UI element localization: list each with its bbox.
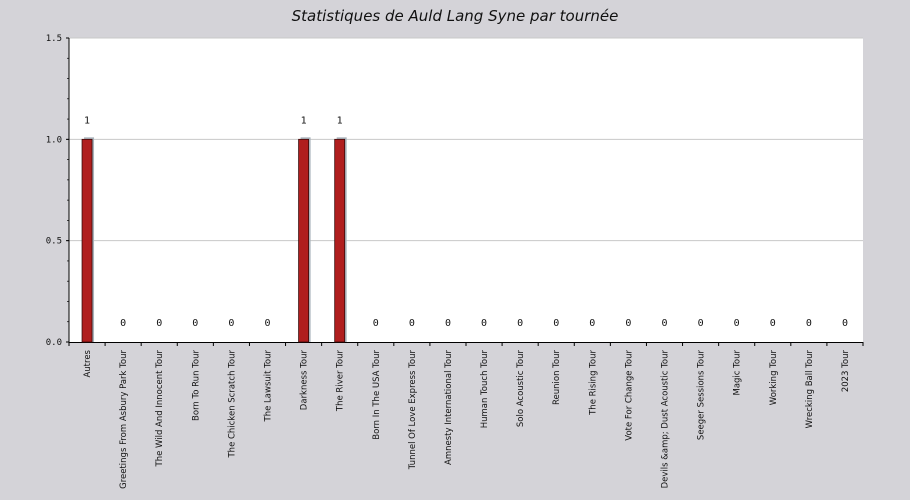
chart-title: Statistiques de Auld Lang Syne par tourn…: [292, 7, 619, 25]
plot-area: [69, 38, 863, 342]
labels: 1 Autres 0 Greetings From Asbury Park Tour 0…: [83, 115, 851, 489]
data-label: 0: [445, 318, 451, 329]
x-tick-label: Reunion Tour: [552, 350, 562, 406]
data-label: 0: [698, 318, 704, 329]
x-tick-label: Human Touch Tour: [480, 350, 490, 429]
x-tick-label: Greetings From Asbury Park Tour: [119, 350, 129, 489]
y-tick-label: 1.5: [46, 34, 62, 44]
data-label: 1: [337, 115, 343, 126]
axes: 0.0 0.5 1.0 1.5: [46, 34, 864, 348]
x-tick-label: Vote For Change Tour: [624, 350, 634, 441]
x-tick-label: Amnesty International Tour: [444, 350, 454, 465]
data-label: 0: [517, 318, 523, 329]
bar: [334, 138, 346, 343]
data-label: 0: [120, 318, 126, 329]
x-tick-label: Autres: [83, 349, 93, 377]
data-label: 0: [625, 318, 631, 329]
x-tick-label: The Rising Tour: [588, 350, 598, 416]
data-label: 0: [842, 318, 848, 329]
data-label: 1: [301, 115, 307, 126]
data-label: 0: [734, 318, 740, 329]
data-label: 0: [156, 318, 162, 329]
x-tick-label: Darkness Tour: [300, 350, 310, 411]
x-tick-label: Working Tour: [769, 349, 779, 405]
bar: [298, 138, 309, 343]
data-label: 0: [589, 318, 595, 329]
y-tick-label: 0.5: [46, 237, 62, 247]
x-tick-label: Magic Tour: [733, 350, 743, 396]
data-label: 1: [84, 115, 90, 126]
x-tick-label: The Wild And Innocent Tour: [155, 350, 165, 468]
bar: [81, 138, 93, 343]
data-label: 0: [806, 318, 812, 329]
x-tick-label: The Chicken Scratch Tour: [227, 350, 237, 459]
y-tick-label: 1.0: [46, 135, 62, 145]
x-tick-label: Devils &amp; Dust Acoustic Tour: [661, 349, 671, 488]
data-label: 0: [228, 318, 234, 329]
x-tick-label: Born To Run Tour: [191, 350, 201, 421]
x-tick-label: Solo Acoustic Tour: [516, 350, 526, 428]
x-tick-label: Wrecking Ball Tour: [805, 350, 815, 429]
data-label: 0: [661, 318, 667, 329]
x-tick-label: Tunnel Of Love Express Tour: [408, 350, 418, 471]
data-label: 0: [409, 318, 415, 329]
data-label: 0: [264, 318, 270, 329]
x-tick-label: The Lawsuit Tour: [264, 349, 274, 422]
grid-lines: [69, 37, 863, 242]
bars: [81, 137, 347, 343]
x-tick-label: The River Tour: [336, 350, 346, 413]
y-tick-label: 0.0: [46, 338, 62, 348]
x-tick-label: Seeger Sessions Tour: [697, 350, 707, 441]
data-label: 0: [770, 318, 776, 329]
x-tick-label: 2023 Tour: [841, 350, 851, 393]
x-tick-label: Born In The USA Tour: [372, 350, 382, 440]
data-label: 0: [481, 318, 487, 329]
data-label: 0: [553, 318, 559, 329]
data-label: 0: [192, 318, 198, 329]
data-label: 0: [373, 318, 379, 329]
